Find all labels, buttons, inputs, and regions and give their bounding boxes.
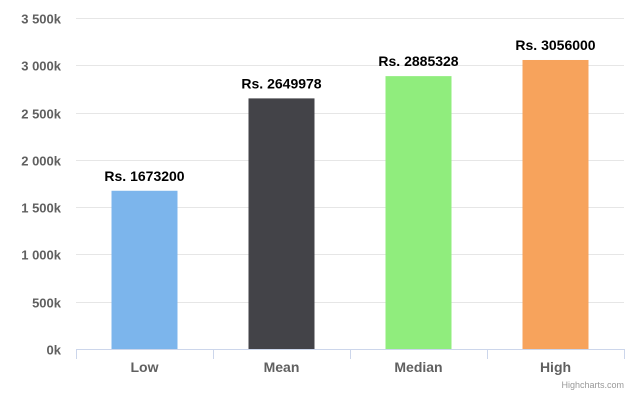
x-axis: [76, 349, 625, 359]
x-tick-label: Median: [394, 359, 442, 375]
x-tick-label: High: [540, 359, 571, 375]
credits-link[interactable]: Highcharts.com: [561, 380, 624, 390]
bar-mean[interactable]: [248, 98, 315, 350]
y-tick-label: 0k: [47, 343, 62, 358]
bar-median[interactable]: [385, 76, 452, 350]
data-label: Rs. 1673200: [104, 168, 184, 184]
y-tick-label: 500k: [32, 296, 62, 311]
x-tick-label: Low: [131, 359, 159, 375]
y-axis-tick-labels: 0k 500k 1 000k 1 500k 2 000k 2 500k 3 000k 3 50…: [21, 12, 62, 358]
y-tick-label: 1 000k: [21, 248, 62, 263]
y-tick-label: 3 000k: [21, 59, 62, 74]
bars: [111, 59, 589, 350]
y-tick-label: 2 500k: [21, 107, 62, 122]
data-labels: Rs. 1673200 Rs. 2649978 Rs. 2885328 Rs. 305…: [104, 37, 595, 184]
data-label: Rs. 2649978: [241, 75, 321, 91]
x-axis-tick-labels: Low Mean Median High: [131, 359, 572, 375]
bar-high[interactable]: [522, 59, 589, 349]
x-tick-label: Mean: [264, 359, 300, 375]
data-label: Rs. 3056000: [515, 37, 595, 53]
data-label: Rs. 2885328: [378, 53, 458, 69]
bar-low[interactable]: [111, 190, 178, 349]
y-tick-label: 3 500k: [21, 12, 62, 27]
y-tick-label: 1 500k: [21, 201, 62, 216]
y-tick-label: 2 000k: [21, 154, 62, 169]
